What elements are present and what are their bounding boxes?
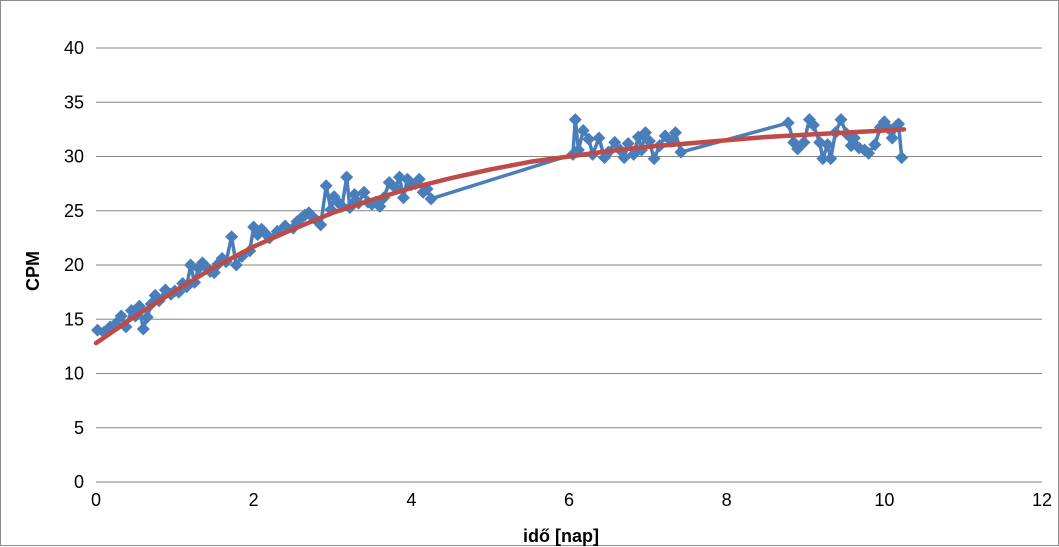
y-tick-label: 15 [64,309,84,329]
gridlines [96,47,1042,429]
measured-series-line [97,117,904,335]
data-point [229,258,243,272]
x-tick-label: 8 [722,490,732,510]
data-point [114,309,128,323]
y-tick-label: 0 [74,472,84,492]
data-point [140,310,154,324]
data-point [674,145,688,159]
data-point [647,152,661,166]
data-point [847,131,861,145]
data-point [225,230,239,244]
y-tick-label: 20 [64,255,84,275]
data-point [806,118,820,132]
y-axis-title: CPM [23,251,43,291]
data-point [576,123,590,137]
y-tick-label: 5 [74,418,84,438]
data-point [895,151,909,165]
data-point [314,218,328,232]
data-point [340,170,354,184]
x-tick-label: 10 [874,490,894,510]
data-point [781,116,795,130]
data-point [824,152,838,166]
y-tick-label: 40 [64,38,84,58]
series [91,113,909,346]
data-point [892,117,906,131]
x-tick-label: 2 [249,490,259,510]
x-tick-label: 4 [406,490,416,510]
measured-series [91,113,909,339]
data-point [816,152,830,166]
y-tick-label: 30 [64,147,84,167]
data-point [834,113,848,127]
x-tick-labels: 0 2 4 6 8 10 12 [91,490,1052,510]
data-point [608,135,622,149]
data-point [862,146,876,160]
x-axis-title: idő [nap] [523,526,599,546]
x-tick-label: 6 [564,490,574,510]
data-point [424,192,438,206]
data-point [357,185,371,199]
data-point [668,126,682,140]
data-point [821,138,835,152]
x-tick-label: 12 [1032,490,1052,510]
fit-curve-line [93,127,907,346]
data-point [412,172,426,186]
y-tick-label: 25 [64,201,84,221]
y-tick-labels: 0 5 10 15 20 25 30 35 40 [64,38,84,492]
data-point [568,113,582,127]
data-point [885,131,899,145]
y-tick-label: 10 [64,364,84,384]
data-point [797,135,811,149]
data-point [868,138,882,152]
data-point [396,191,410,205]
data-point [592,131,606,145]
x-tick-label: 0 [91,490,101,510]
y-tick-label: 35 [64,92,84,112]
data-point [582,132,596,146]
data-point [319,179,333,193]
data-point [136,322,150,336]
